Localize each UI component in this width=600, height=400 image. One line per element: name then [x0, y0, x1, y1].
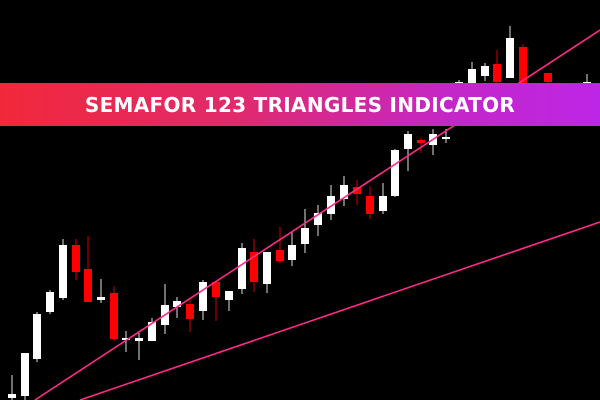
- bullish-candle: [379, 196, 387, 211]
- bullish-candle: [481, 66, 489, 76]
- bearish-candle: [417, 140, 425, 143]
- bearish-candle: [72, 245, 80, 272]
- bearish-candle: [276, 250, 284, 261]
- bullish-candle: [21, 353, 29, 396]
- bullish-candle: [301, 228, 309, 244]
- bullish-candle: [327, 196, 335, 214]
- bullish-candle: [173, 301, 181, 307]
- bullish-candle: [59, 245, 67, 298]
- bullish-candle: [238, 248, 246, 289]
- bullish-candle: [148, 322, 156, 341]
- bearish-candle: [212, 282, 220, 297]
- bullish-candle: [288, 245, 296, 260]
- bullish-candle: [404, 134, 412, 149]
- bearish-candle: [186, 304, 194, 319]
- bearish-candle: [250, 252, 258, 282]
- bearish-candle: [353, 187, 361, 194]
- bullish-candle: [506, 38, 514, 78]
- bullish-candle: [263, 252, 271, 284]
- bullish-candle: [97, 297, 105, 300]
- banner-title: SEMAFOR 123 TRIANGLES INDICATOR: [84, 92, 516, 117]
- bearish-candle: [544, 73, 552, 82]
- bullish-candle: [340, 185, 348, 199]
- bearish-candle: [519, 47, 527, 83]
- bullish-candle: [314, 213, 322, 225]
- bullish-candle: [199, 282, 207, 311]
- bullish-candle: [135, 338, 143, 341]
- bullish-candle: [33, 314, 41, 359]
- title-banner: SEMAFOR 123 TRIANGLES INDICATOR: [0, 83, 600, 126]
- bullish-candle: [442, 137, 450, 139]
- bullish-candle: [46, 292, 54, 312]
- bullish-candle: [468, 69, 476, 83]
- bearish-candle: [84, 269, 92, 302]
- bullish-candle: [391, 150, 399, 196]
- bearish-candle: [493, 64, 501, 82]
- trendline: [79, 221, 600, 400]
- bullish-candle: [8, 394, 16, 398]
- bearish-candle: [366, 196, 374, 214]
- bullish-candle: [122, 338, 130, 340]
- bearish-candle: [110, 293, 118, 339]
- bullish-candle: [225, 291, 233, 300]
